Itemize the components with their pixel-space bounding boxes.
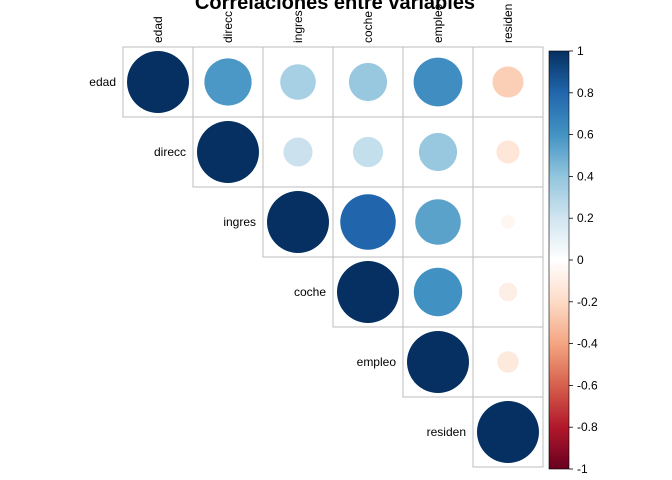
colorbar-tick-label: -0.4 — [577, 337, 598, 351]
corr-circle-edad-empleo — [413, 57, 463, 107]
colorbar-tick-label: 0.8 — [577, 86, 594, 100]
row-label: direcc — [154, 145, 186, 159]
corr-circle-coche-residen — [498, 282, 518, 302]
row-label: residen — [427, 425, 466, 439]
colorbar-tick-label: 1 — [577, 44, 584, 58]
colorbar-gradient — [548, 50, 570, 470]
corr-circle-coche-empleo — [413, 267, 463, 317]
colorbar-tick-label: -0.6 — [577, 378, 598, 392]
row-label: coche — [294, 285, 326, 299]
corr-circle-direcc-empleo — [418, 132, 458, 172]
colorbar-tick-label: 0 — [577, 253, 584, 267]
colorbar-tick-label: -0.2 — [577, 295, 598, 309]
colorbar-tick-label: 0.4 — [577, 169, 594, 183]
colorbar-tick-label: -0.8 — [577, 420, 598, 434]
corr-circle-ingres-residen — [501, 215, 515, 229]
corr-circle-empleo-empleo — [407, 331, 469, 393]
row-label: edad — [89, 75, 116, 89]
column-label: edad — [151, 16, 165, 43]
corr-circle-edad-residen — [492, 66, 524, 98]
corr-circle-edad-coche — [348, 62, 388, 102]
colorbar-tick-label: 0.6 — [577, 128, 594, 142]
column-label: empleo — [431, 3, 445, 43]
column-label: residen — [501, 4, 515, 43]
corr-circle-ingres-ingres — [267, 191, 329, 253]
grid-cell — [472, 326, 544, 398]
corr-circle-direcc-coche — [352, 136, 384, 168]
corr-circle-direcc-residen — [496, 140, 520, 164]
corr-circle-direcc-direcc — [197, 121, 259, 183]
column-label: ingres — [291, 10, 305, 43]
corr-circle-ingres-coche — [340, 194, 396, 250]
corr-circle-edad-edad — [127, 51, 189, 113]
corr-circle-edad-direcc — [204, 58, 252, 106]
row-label: empleo — [357, 355, 397, 369]
corr-circle-coche-coche — [337, 261, 399, 323]
chart-title: Correlaciones entre variables — [195, 0, 475, 14]
corr-circle-edad-ingres — [280, 64, 316, 100]
column-label: direcc — [221, 11, 235, 43]
colorbar-tick-label: 0.2 — [577, 211, 594, 225]
corr-circle-ingres-empleo — [415, 199, 461, 245]
corr-circle-residen-residen — [477, 401, 539, 463]
labels-layer: edad direcc ingres coche empleo residen edad di… — [89, 3, 515, 439]
corr-circle-empleo-residen — [497, 351, 519, 373]
row-label: ingres — [223, 215, 256, 229]
corr-circle-direcc-ingres — [283, 137, 313, 167]
grid-layer — [122, 46, 544, 468]
circles-layer — [127, 51, 539, 463]
colorbar: 1 0.8 0.6 0.4 0.2 0 -0.2 -0.4 -0.6 -0.8 -1 — [548, 44, 598, 476]
column-label: coche — [361, 11, 375, 43]
colorbar-tick-label: -1 — [577, 462, 588, 476]
